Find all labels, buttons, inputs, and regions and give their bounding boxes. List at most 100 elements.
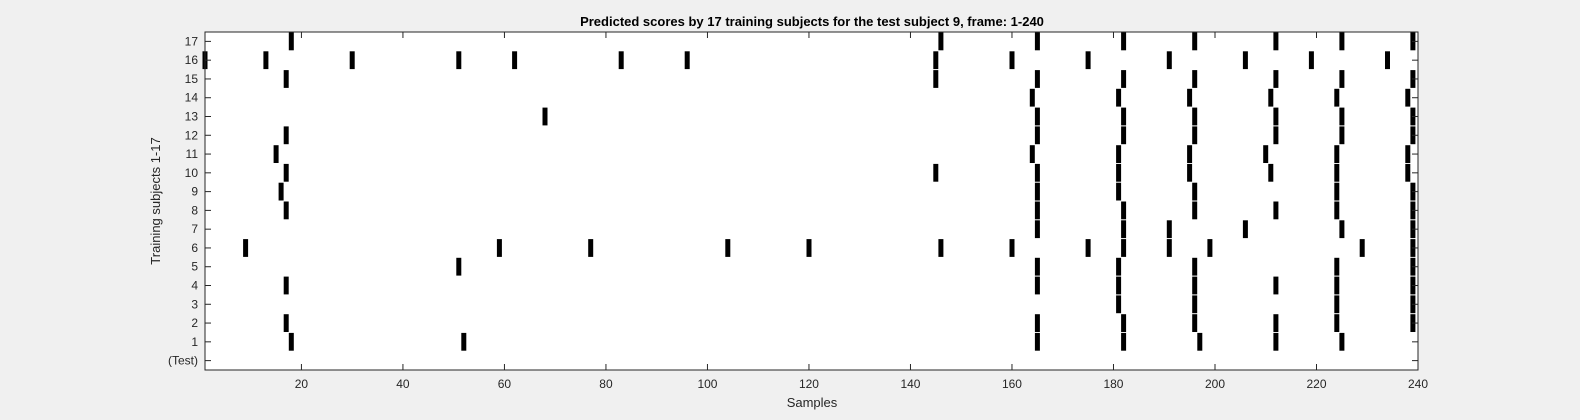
y-tick-label: 9 xyxy=(191,185,198,199)
score-mark xyxy=(1339,32,1345,51)
score-mark xyxy=(1273,314,1279,332)
score-mark xyxy=(1405,88,1411,107)
score-mark xyxy=(1334,163,1340,182)
score-mark xyxy=(1334,314,1340,332)
x-tick-label: 220 xyxy=(1306,377,1326,391)
y-tick-label: 7 xyxy=(191,222,198,236)
score-mark xyxy=(1268,88,1274,107)
x-tick-label: 160 xyxy=(1002,377,1022,391)
score-mark xyxy=(1034,70,1040,88)
score-mark xyxy=(1334,257,1340,276)
score-mark xyxy=(461,332,467,351)
score-mark xyxy=(1034,182,1040,201)
score-mark xyxy=(1359,239,1365,257)
x-tick-label: 40 xyxy=(396,377,410,391)
score-mark xyxy=(283,163,289,182)
score-mark xyxy=(1187,145,1193,163)
y-tick-label: 14 xyxy=(185,91,199,105)
chart-title: Predicted scores by 17 training subjects… xyxy=(580,14,1044,29)
score-mark xyxy=(283,276,289,295)
x-tick-label: 60 xyxy=(498,377,512,391)
score-mark xyxy=(1192,70,1198,88)
score-mark xyxy=(1034,276,1040,295)
score-mark xyxy=(1242,220,1248,239)
score-mark xyxy=(349,51,355,70)
x-tick-label: 120 xyxy=(799,377,819,391)
score-mark xyxy=(1085,239,1091,257)
y-tick-label: 2 xyxy=(191,316,198,330)
score-mark xyxy=(1192,201,1198,220)
score-mark xyxy=(1121,201,1127,220)
score-mark xyxy=(1268,163,1274,182)
score-mark xyxy=(456,257,462,276)
score-mark xyxy=(1121,107,1127,126)
score-mark xyxy=(1339,126,1345,145)
score-mark xyxy=(1273,201,1279,220)
score-mark xyxy=(278,182,284,201)
score-mark xyxy=(273,145,279,163)
score-mark xyxy=(1334,276,1340,295)
score-mark xyxy=(1116,295,1122,314)
score-mark xyxy=(684,51,690,70)
score-mark xyxy=(1385,51,1390,70)
score-mark xyxy=(1034,332,1040,351)
score-mark xyxy=(1034,257,1040,276)
score-mark xyxy=(1187,88,1193,107)
score-mark xyxy=(1192,257,1198,276)
score-mark xyxy=(1273,32,1279,51)
score-mark xyxy=(1273,126,1279,145)
score-mark xyxy=(1334,201,1340,220)
plot-frame xyxy=(204,31,1419,371)
score-mark xyxy=(288,32,294,51)
score-mark xyxy=(1273,332,1279,351)
y-tick-label: 4 xyxy=(191,279,198,293)
score-mark xyxy=(1192,182,1198,201)
score-mark xyxy=(1166,220,1172,239)
score-mark xyxy=(1192,276,1198,295)
score-mark xyxy=(1009,239,1015,257)
y-tick-label: 6 xyxy=(191,241,198,255)
x-tick-label: 100 xyxy=(697,377,717,391)
score-mark xyxy=(283,70,289,88)
score-mark xyxy=(283,201,289,220)
x-tick-label: 240 xyxy=(1408,377,1428,391)
score-mark xyxy=(1207,239,1213,257)
score-mark xyxy=(938,239,944,257)
score-mark xyxy=(938,32,944,51)
score-mark xyxy=(1034,126,1040,145)
score-mark xyxy=(1334,145,1340,163)
plot-area xyxy=(205,32,1418,370)
score-mark xyxy=(1339,220,1345,239)
score-mark xyxy=(1192,126,1198,145)
score-mark xyxy=(1192,32,1198,51)
score-mark xyxy=(618,51,624,70)
score-mark xyxy=(1334,295,1340,314)
score-mark xyxy=(1116,276,1122,295)
score-mark xyxy=(1121,332,1127,351)
score-mark xyxy=(1339,107,1345,126)
score-mark xyxy=(1121,239,1127,257)
score-mark xyxy=(933,163,939,182)
score-mark xyxy=(725,239,731,257)
score-mark xyxy=(1029,145,1035,163)
score-mark xyxy=(512,51,518,70)
score-mark xyxy=(1308,51,1314,70)
score-mark xyxy=(1085,51,1091,70)
score-mark xyxy=(456,51,462,70)
y-tick-label: 10 xyxy=(185,166,199,180)
score-mark xyxy=(542,107,548,126)
score-mark xyxy=(1034,107,1040,126)
x-tick-label: 20 xyxy=(295,377,309,391)
score-mark xyxy=(806,239,812,257)
score-mark xyxy=(1121,220,1127,239)
score-mark xyxy=(1197,332,1203,351)
score-mark xyxy=(496,239,502,257)
score-mark xyxy=(1034,220,1040,239)
score-mark xyxy=(1116,88,1122,107)
y-tick-label: 13 xyxy=(185,110,199,124)
score-mark xyxy=(1273,107,1279,126)
x-axis-label: Samples xyxy=(787,395,838,410)
score-mark xyxy=(1273,70,1279,88)
